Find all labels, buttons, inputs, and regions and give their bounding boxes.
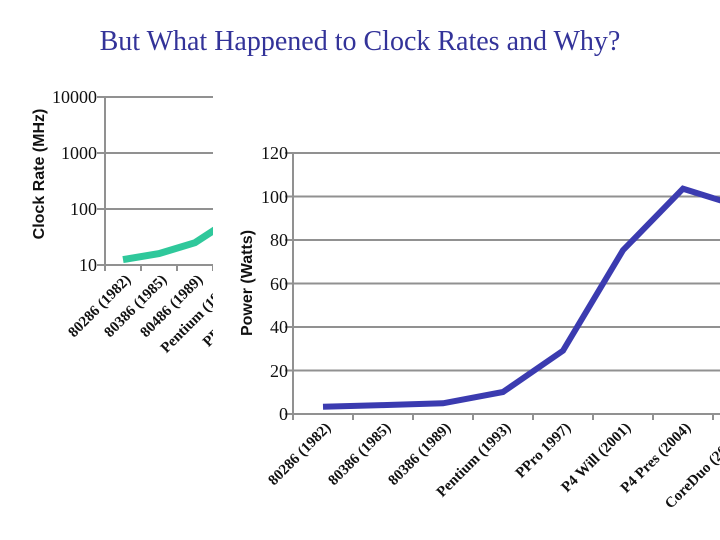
y-tick-label: 40 xyxy=(270,317,288,337)
clock-rate-chart: Clock Rate (MHz) 10000 1000 100 10 80286 (19… xyxy=(0,80,213,400)
power-chart: Power (Watts) 120 100 80 60 40 20 0 80286 (1982… xyxy=(213,88,720,540)
y-tick-label: 120 xyxy=(261,143,288,163)
clock-rate-plot xyxy=(97,96,213,271)
y-tick-label: 60 xyxy=(270,273,288,294)
y-tick-label: 100 xyxy=(70,199,97,219)
y-tick-label: 80 xyxy=(270,230,288,250)
power-line xyxy=(322,185,720,410)
slide-title: But What Happened to Clock Rates and Why… xyxy=(99,26,621,57)
clock-rate-line xyxy=(122,226,213,264)
y-tick-label: 10 xyxy=(79,255,97,275)
y-tick-label: 1000 xyxy=(61,143,97,163)
y-tick-label: 100 xyxy=(261,186,288,207)
clock-rate-axis-title: Clock Rate (MHz) xyxy=(31,108,48,240)
power-plot xyxy=(285,152,720,420)
y-tick-label: 0 xyxy=(279,404,288,424)
y-tick-label: 10000 xyxy=(52,87,97,107)
y-tick-label: 20 xyxy=(270,360,288,381)
